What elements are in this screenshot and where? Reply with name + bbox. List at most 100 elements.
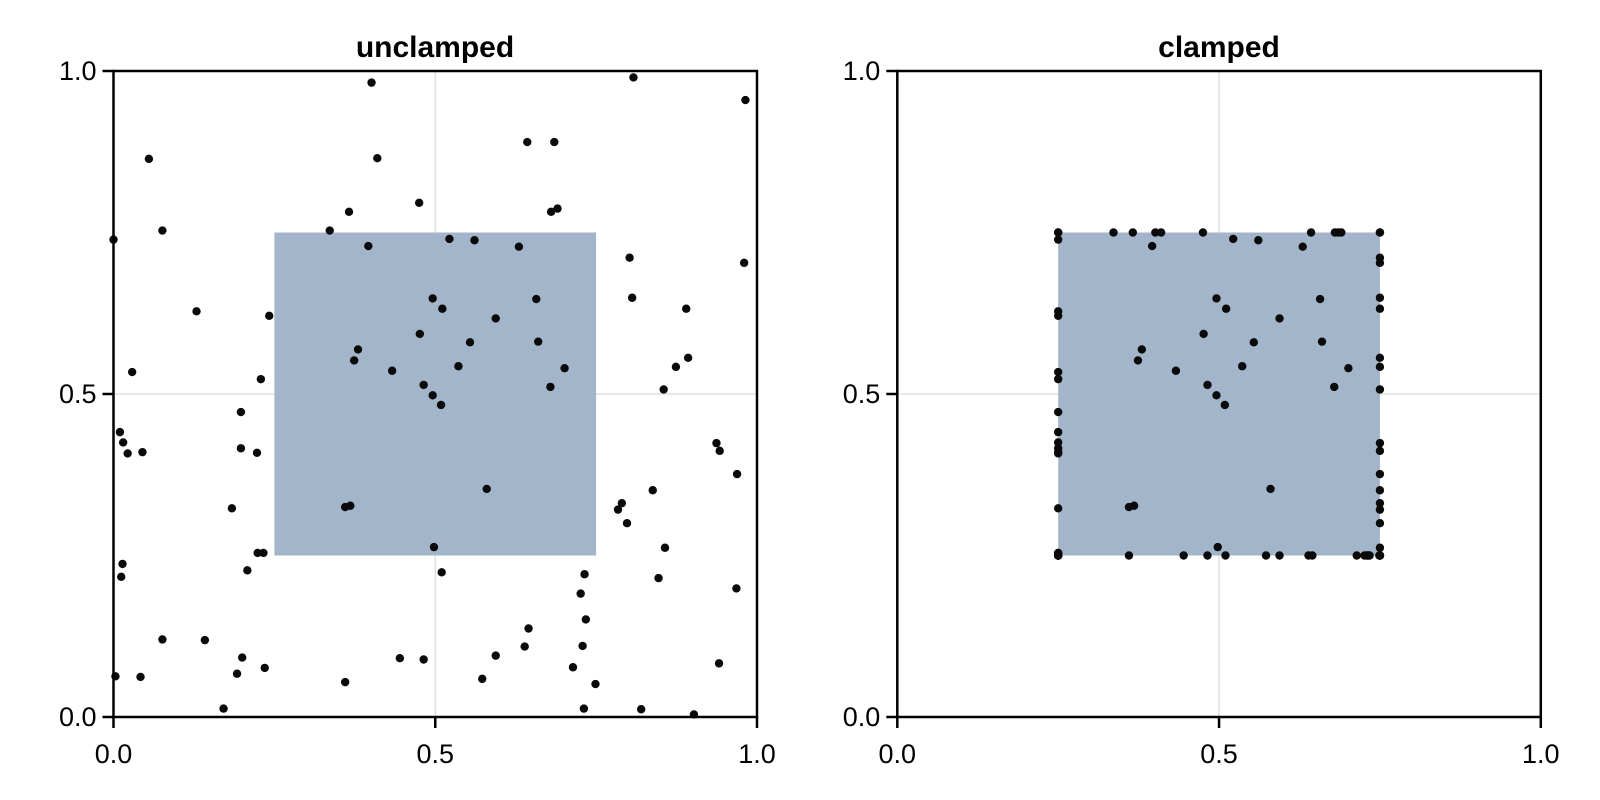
- data-point: [1133, 356, 1143, 365]
- data-point: [138, 447, 147, 457]
- data-point: [227, 504, 237, 513]
- data-point: [478, 674, 487, 684]
- x-tick-label: 1.0: [738, 739, 776, 769]
- data-point: [436, 400, 446, 410]
- data-point: [1221, 304, 1231, 313]
- data-point: [158, 635, 167, 644]
- data-point: [1220, 400, 1230, 410]
- data-point: [1375, 362, 1385, 372]
- data-point: [1330, 228, 1340, 237]
- data-point: [1352, 551, 1361, 560]
- data-point: [1375, 353, 1385, 363]
- data-point: [534, 337, 543, 346]
- scatter-points: [1053, 228, 1385, 560]
- data-point: [617, 498, 627, 508]
- data-point: [629, 73, 638, 82]
- data-point: [265, 311, 274, 321]
- data-point: [192, 307, 201, 316]
- data-point: [1375, 469, 1385, 479]
- data-point: [613, 505, 623, 514]
- data-point: [732, 469, 742, 479]
- data-point: [1375, 258, 1385, 268]
- data-point: [1298, 242, 1307, 251]
- data-point: [367, 78, 376, 87]
- data-point: [1315, 294, 1325, 304]
- y-tick-label: 0.0: [59, 702, 97, 732]
- data-point: [714, 659, 724, 668]
- data-point: [414, 198, 424, 207]
- data-point: [1375, 551, 1385, 560]
- data-point: [1254, 236, 1263, 245]
- data-point: [1375, 498, 1385, 508]
- data-point: [1198, 228, 1208, 237]
- data-point: [1375, 519, 1385, 528]
- x-tick-label: 0.5: [1200, 739, 1238, 769]
- y-tick-label: 0.5: [59, 379, 97, 409]
- data-point: [1266, 484, 1275, 494]
- data-point: [1375, 446, 1385, 456]
- data-point: [576, 589, 585, 598]
- data-point: [1151, 228, 1160, 237]
- data-point: [546, 382, 555, 392]
- data-point: [682, 304, 691, 313]
- data-point: [445, 234, 454, 244]
- data-point: [428, 391, 437, 400]
- data-point: [117, 572, 126, 582]
- data-point: [581, 615, 591, 624]
- data-point: [715, 446, 724, 456]
- data-point: [648, 486, 657, 495]
- data-point: [437, 568, 446, 577]
- axis-ticks: [886, 69, 1543, 728]
- data-point: [1337, 228, 1346, 237]
- data-point: [1317, 337, 1327, 346]
- data-point: [1053, 235, 1063, 244]
- data-point: [236, 444, 246, 453]
- data-point: [1203, 551, 1212, 560]
- data-point: [238, 653, 247, 662]
- data-point: [627, 293, 637, 302]
- data-point: [1199, 329, 1208, 339]
- data-point: [1212, 391, 1221, 400]
- data-point: [1137, 345, 1147, 354]
- data-point: [683, 353, 693, 363]
- data-point: [419, 380, 428, 390]
- axis-ticks: [102, 69, 759, 728]
- data-point: [1375, 438, 1385, 448]
- data-point: [741, 95, 750, 105]
- data-point: [219, 704, 228, 713]
- data-point: [395, 654, 405, 663]
- data-point: [115, 427, 125, 437]
- data-point: [625, 253, 634, 262]
- data-point: [491, 651, 500, 660]
- data-point: [353, 345, 363, 354]
- data-point: [340, 677, 350, 687]
- data-point: [671, 362, 681, 372]
- x-tick-label: 0.5: [416, 739, 454, 769]
- data-point: [659, 385, 668, 394]
- data-point: [1261, 551, 1271, 560]
- data-point: [256, 374, 266, 384]
- y-tick-label: 0.0: [843, 702, 881, 732]
- data-point: [127, 367, 137, 377]
- data-point: [520, 642, 529, 651]
- data-point: [1179, 551, 1188, 560]
- data-point: [438, 304, 447, 313]
- data-point: [1124, 551, 1134, 560]
- data-point: [636, 705, 646, 714]
- data-point: [568, 663, 578, 672]
- data-point: [1053, 228, 1063, 237]
- data-point: [259, 548, 268, 558]
- data-point: [349, 356, 359, 365]
- data-point: [1053, 551, 1063, 560]
- data-point: [1275, 314, 1284, 323]
- data-point: [1375, 385, 1385, 394]
- x-tick-label: 1.0: [1522, 739, 1560, 769]
- data-point: [546, 207, 556, 217]
- data-point: [144, 154, 154, 164]
- data-point: [1212, 294, 1221, 303]
- data-point: [1221, 551, 1230, 560]
- data-point: [429, 542, 439, 552]
- data-point: [1213, 542, 1222, 552]
- data-point: [1053, 374, 1063, 384]
- data-point: [1275, 551, 1284, 560]
